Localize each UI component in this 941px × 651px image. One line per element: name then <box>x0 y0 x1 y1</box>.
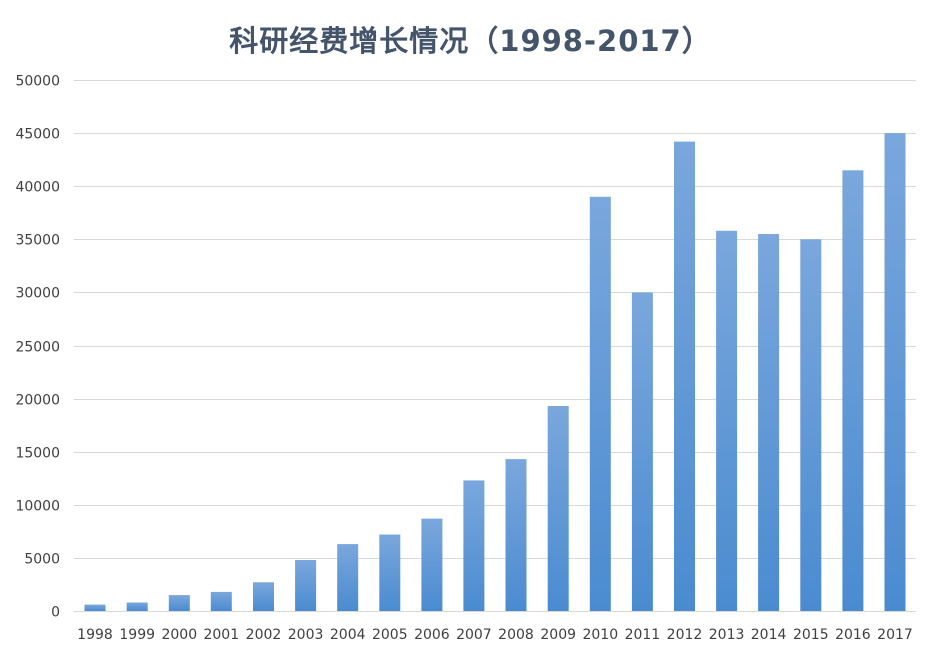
bar-2003 <box>295 560 317 611</box>
x-tick-label-2005: 2005 <box>372 627 408 643</box>
x-tick-label-2000: 2000 <box>161 627 197 643</box>
x-tick-label-1998: 1998 <box>77 627 113 643</box>
bar-2002 <box>253 582 274 611</box>
bar-2012 <box>674 141 695 611</box>
bar-2007 <box>463 480 485 611</box>
y-tick-label: 25000 <box>15 340 60 356</box>
x-tick-label-1999: 1999 <box>119 627 155 643</box>
bar-2013 <box>716 230 738 612</box>
bar-2008 <box>505 459 527 611</box>
x-tick-label-2002: 2002 <box>246 627 282 643</box>
y-tick-label: 40000 <box>15 180 60 196</box>
bar-2010 <box>589 196 611 612</box>
chart-title: 科研经费增长情况（1998-2017） <box>229 24 712 58</box>
bar-2009 <box>547 406 569 611</box>
x-tick-label-2001: 2001 <box>203 627 239 643</box>
bar-2000 <box>168 595 190 611</box>
x-tick-label-2012: 2012 <box>667 627 703 643</box>
x-tick-label-2010: 2010 <box>582 627 618 643</box>
x-axis-ticks: 1998 1999 2000 2001 2002 2003 2004 2005 2006 2007… <box>77 627 913 643</box>
bar-2005 <box>379 534 401 611</box>
x-tick-label-2009: 2009 <box>540 627 576 643</box>
bar-1998 <box>84 604 106 611</box>
y-tick-label: 20000 <box>15 393 60 409</box>
x-tick-label-2011: 2011 <box>625 627 661 643</box>
x-tick-label-2016: 2016 <box>835 627 871 643</box>
y-tick-label: 10000 <box>15 499 60 515</box>
x-tick-label-2017: 2017 <box>877 627 913 643</box>
x-tick-label-2003: 2003 <box>288 627 324 643</box>
y-tick-label: 35000 <box>15 233 60 249</box>
bar-2016 <box>842 170 864 612</box>
y-axis-ticks: 0 5000 10000 15000 20000 25000 30000 35000 40000… <box>15 74 60 621</box>
y-tick-label: 0 <box>51 605 60 621</box>
y-tick-label: 45000 <box>15 127 60 143</box>
bar-2014 <box>758 234 780 611</box>
x-tick-label-2004: 2004 <box>330 627 366 643</box>
bar-2011 <box>631 292 653 611</box>
bar-1999 <box>126 602 148 611</box>
bar-2004 <box>337 544 359 611</box>
bar-2001 <box>210 591 232 611</box>
x-tick-label-2015: 2015 <box>793 627 829 643</box>
y-tick-label: 30000 <box>15 286 60 302</box>
y-tick-label: 15000 <box>15 446 60 462</box>
bar-2017 <box>884 133 906 611</box>
x-tick-label-2014: 2014 <box>751 627 787 643</box>
x-tick-label-2008: 2008 <box>498 627 534 643</box>
bar-2006 <box>421 518 443 611</box>
bar-2015 <box>800 239 822 612</box>
y-tick-label: 5000 <box>24 552 60 568</box>
x-tick-label-2006: 2006 <box>414 627 450 643</box>
x-tick-label-2007: 2007 <box>456 627 492 643</box>
y-tick-label: 50000 <box>15 74 60 90</box>
gridlines <box>74 80 916 612</box>
bars <box>84 133 906 612</box>
x-tick-label-2013: 2013 <box>709 627 745 643</box>
